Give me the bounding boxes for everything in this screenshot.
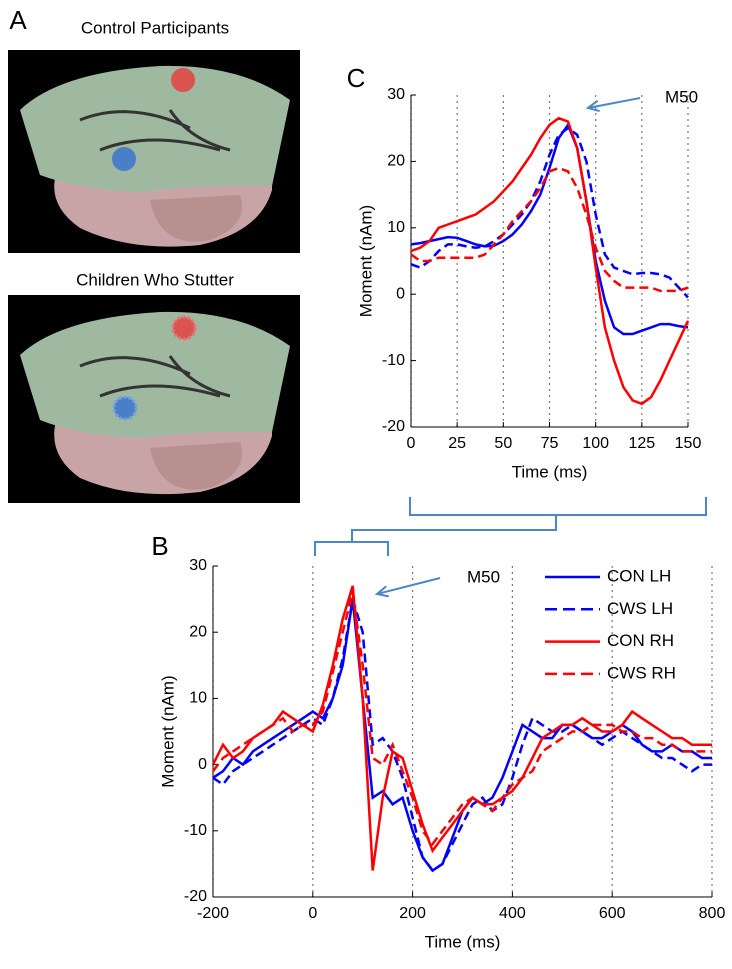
x-tick-label: 600 [599, 905, 626, 922]
panel-label: C [347, 63, 366, 93]
x-tick-label: 0 [407, 435, 416, 452]
annotation: M50 [467, 567, 500, 586]
legend-label: CON RH [607, 631, 674, 650]
y-tick-label: 30 [387, 86, 405, 103]
brain-title: Control Participants [81, 18, 229, 37]
y-tick-label: 0 [198, 756, 207, 773]
y-tick-label: 10 [189, 690, 207, 707]
data-line [410, 116, 690, 406]
y-tick-label: -20 [382, 418, 405, 435]
brain-image [8, 295, 300, 503]
x-tick-label: -200 [197, 905, 229, 922]
x-tick-label: 200 [399, 905, 426, 922]
y-tick-label: 30 [189, 557, 207, 574]
x-tick-label: 0 [308, 905, 317, 922]
y-tick-label: 20 [387, 153, 405, 170]
data-line [212, 592, 712, 847]
annotation-arrow [587, 97, 641, 109]
y-axis-label: Moment (nAm) [356, 205, 375, 317]
y-tick-label: 10 [387, 219, 405, 236]
x-tick-label: 100 [582, 435, 609, 452]
legend-label: CWS RH [607, 663, 676, 682]
x-tick-label: 75 [541, 435, 559, 452]
data-line [212, 598, 712, 873]
legend-label: CWS LH [607, 599, 673, 618]
y-tick-label: 0 [396, 285, 405, 302]
x-tick-label: 25 [448, 435, 466, 452]
x-tick-label: 50 [494, 435, 512, 452]
panel-label: A [9, 5, 27, 35]
y-tick-label: -10 [382, 352, 405, 369]
legend-label: CON LH [607, 566, 671, 585]
brain-title: Children Who Stutter [76, 270, 234, 289]
bracket [314, 497, 707, 556]
annotation: M50 [665, 87, 698, 106]
data-line [410, 126, 689, 299]
annotation-arrowhead [374, 585, 389, 598]
x-tick-label: 400 [499, 905, 526, 922]
y-axis-label: Moment (nAm) [158, 675, 177, 787]
annotation-arrow [376, 577, 441, 595]
x-tick-label: 125 [628, 435, 655, 452]
x-tick-label: 150 [675, 435, 702, 452]
data-line [410, 166, 689, 293]
data-line [410, 122, 689, 336]
brain-image [8, 50, 300, 253]
panel-label: B [151, 531, 168, 561]
y-tick-label: 20 [189, 623, 207, 640]
x-tick-label: 800 [699, 905, 726, 922]
x-axis-label: Time (ms) [512, 462, 588, 481]
data-line [211, 585, 712, 871]
y-tick-label: -10 [184, 822, 207, 839]
x-axis-label: Time (ms) [425, 932, 501, 951]
annotation-arrowhead [585, 100, 600, 113]
y-tick-label: -20 [184, 888, 207, 905]
